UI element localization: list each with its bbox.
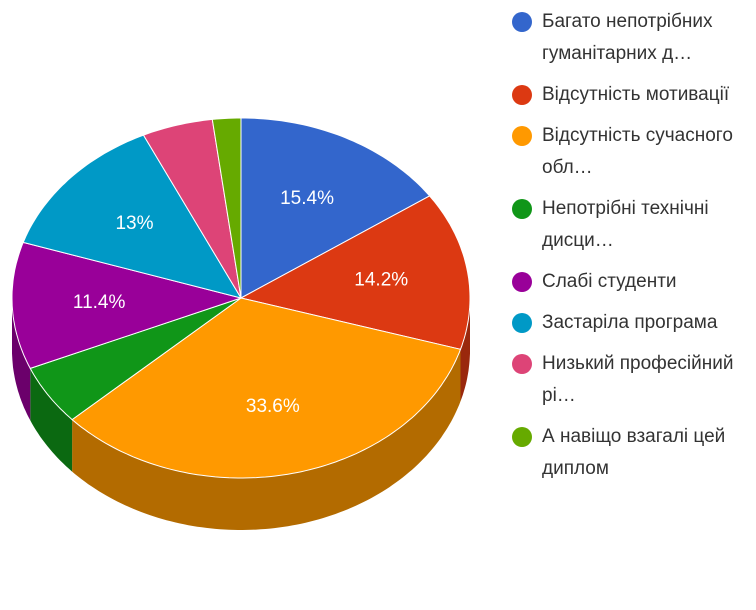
legend-label: Застаріла програма (542, 312, 718, 333)
legend-entry: Багато непотрібних гуманітарних д… (512, 6, 756, 70)
legend-label: Відсутність мотивації (542, 84, 730, 105)
legend-entry: Відсутність мотивації (512, 79, 756, 111)
slice (142, 118, 242, 299)
slice (22, 134, 243, 299)
legend-entry: Слабі студенти (512, 266, 756, 298)
legend-swatch (512, 199, 532, 219)
legend-entry: Відсутність сучасного обл… (512, 120, 756, 184)
legend-swatch (512, 12, 532, 32)
legend-entry: А навіщо взагалі цей диплом (512, 421, 756, 485)
legend-label: Відсутність сучасного обл… (542, 125, 733, 178)
legend-swatch (512, 272, 532, 292)
legend-label: А навіщо взагалі цей диплом (542, 426, 726, 479)
slice (211, 117, 242, 299)
chart: 15.4% 14.2% 33.6% 11.4% 13% (11, 117, 471, 530)
legend-label: Слабі студенти (542, 271, 677, 292)
legend: Багато непотрібних гуманітарних д… Відсут… (512, 6, 756, 494)
data-label: 15.4% (280, 188, 334, 209)
pie-sides (12, 298, 470, 530)
legend-swatch (512, 313, 532, 333)
slice-side (72, 349, 461, 530)
legend-swatch (512, 85, 532, 105)
slice (71, 297, 462, 479)
slice (240, 117, 431, 299)
legend-label: Багато непотрібних гуманітарних д… (542, 11, 713, 64)
legend-entry: Застаріла програма (512, 307, 756, 339)
legend-swatch (512, 126, 532, 146)
data-label: 14.2% (354, 270, 408, 291)
pie-tops (11, 117, 471, 479)
legend-swatch (512, 427, 532, 447)
legend-label: Непотрібні технічні дисци… (542, 198, 709, 251)
slice (11, 241, 243, 370)
legend-swatch (512, 354, 532, 374)
data-label: 33.6% (246, 396, 300, 417)
data-label: 11.4% (73, 292, 126, 313)
legend-label: Низький професійний рі… (542, 353, 734, 406)
slice-side (12, 298, 31, 421)
data-labels: 15.4% 14.2% 33.6% 11.4% 13% (73, 188, 408, 417)
slice (29, 297, 242, 421)
legend-entry: Непотрібні технічні дисци… (512, 193, 756, 257)
legend-entry: Низький професійний рі… (512, 348, 756, 412)
slice-side (30, 368, 73, 472)
data-label: 13% (115, 213, 153, 234)
